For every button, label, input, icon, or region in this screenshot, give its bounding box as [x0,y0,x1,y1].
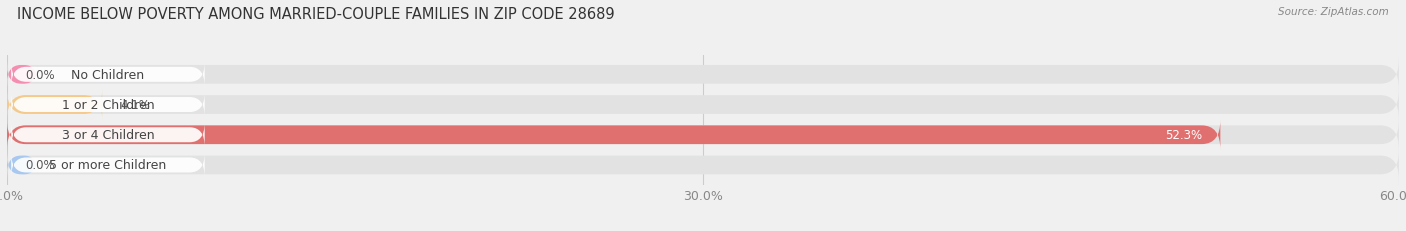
FancyBboxPatch shape [7,90,103,120]
Text: 4.1%: 4.1% [121,99,150,112]
FancyBboxPatch shape [7,66,38,84]
FancyBboxPatch shape [7,151,1399,180]
Text: 52.3%: 52.3% [1164,129,1202,142]
Text: 3 or 4 Children: 3 or 4 Children [62,129,155,142]
Text: INCOME BELOW POVERTY AMONG MARRIED-COUPLE FAMILIES IN ZIP CODE 28689: INCOME BELOW POVERTY AMONG MARRIED-COUPL… [17,7,614,22]
FancyBboxPatch shape [7,156,38,175]
FancyBboxPatch shape [7,120,1399,150]
FancyBboxPatch shape [11,153,205,177]
FancyBboxPatch shape [7,60,1399,90]
FancyBboxPatch shape [11,123,205,147]
FancyBboxPatch shape [7,120,1220,150]
Text: 0.0%: 0.0% [25,159,55,172]
FancyBboxPatch shape [7,90,1399,120]
Text: No Children: No Children [72,69,145,82]
Text: 0.0%: 0.0% [25,69,55,82]
Text: Source: ZipAtlas.com: Source: ZipAtlas.com [1278,7,1389,17]
Text: 1 or 2 Children: 1 or 2 Children [62,99,155,112]
Text: 5 or more Children: 5 or more Children [49,159,166,172]
FancyBboxPatch shape [11,63,205,87]
FancyBboxPatch shape [11,93,205,117]
